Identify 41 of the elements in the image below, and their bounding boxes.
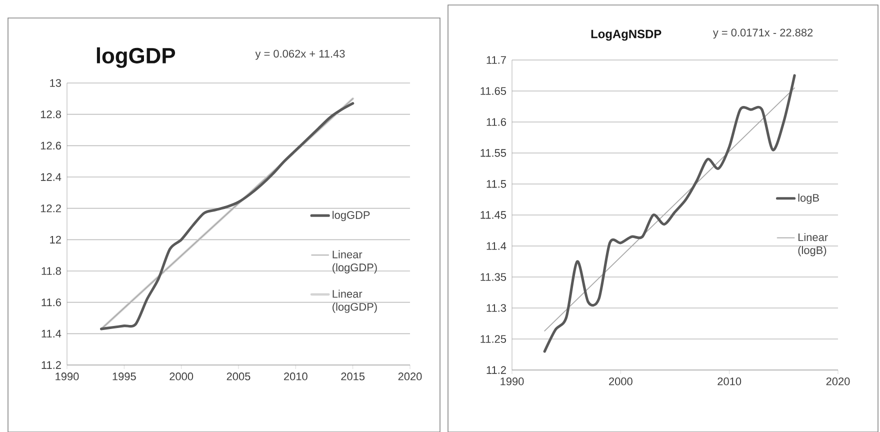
y-tick-label: 12.8 (40, 110, 61, 118)
y-tick-label: 12.2 (40, 204, 61, 212)
y-tick-label: 11.7 (486, 56, 506, 64)
y-tick-label: 11.35 (480, 273, 506, 281)
y-tick-label: 11.25 (480, 335, 506, 343)
y-tick-label: 11.45 (480, 211, 506, 219)
legend-label: Linear (logGDP) (332, 290, 377, 313)
x-tick-label: 2020 (826, 378, 850, 386)
x-tick-label: 1990 (56, 372, 79, 380)
y-tick-label: 11.3 (486, 304, 506, 312)
y-tick-label: 11.55 (480, 149, 506, 157)
y-tick-label: 13 (50, 79, 61, 87)
y-tick-label: 12.4 (40, 173, 62, 181)
y-tick-label: 11.2 (486, 366, 506, 374)
x-tick-label: 2005 (226, 372, 250, 380)
y-tick-label: 11.8 (42, 267, 61, 275)
y-tick-label: 12.6 (40, 142, 61, 150)
x-tick-label: 2010 (284, 372, 308, 380)
x-tick-label: 2015 (341, 372, 365, 380)
x-tick-label: 1995 (112, 372, 136, 380)
legend-label: logB (798, 194, 819, 204)
y-tick-label: 12 (50, 236, 61, 244)
legend-label: logGDP (332, 210, 370, 222)
y-tick-label: 11.5 (486, 180, 506, 188)
y-tick-label: 11.4 (42, 330, 62, 338)
text: y = 0.062x + 11.43 (255, 50, 345, 60)
y-tick-label: 11.2 (42, 361, 61, 369)
text: y = 0.0171x - 22.882 (712, 28, 813, 39)
x-tick-label: 2000 (609, 378, 632, 386)
x-tick-label: 2010 (718, 378, 742, 386)
y-tick-label: 11.4 (486, 242, 506, 250)
y-tick-label: 11.6 (42, 298, 61, 306)
x-tick-label: 1990 (500, 378, 524, 386)
y-tick-label: 11.65 (480, 87, 506, 95)
legend-label: Linear (logGDP) (332, 250, 377, 274)
chart-title: LogAgNSDP (591, 30, 662, 41)
x-tick-label: 2000 (170, 372, 194, 380)
legend-label: Linear (logB) (798, 233, 828, 256)
x-tick-label: 2020 (398, 372, 422, 380)
y-tick-label: 11.6 (486, 118, 506, 126)
chart-title: logGDP (96, 47, 176, 68)
